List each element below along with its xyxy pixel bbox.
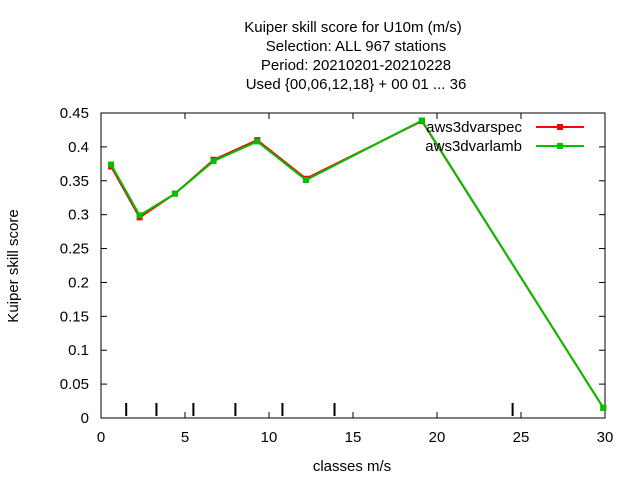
x-tick-label: 15 [345,429,362,446]
x-tick-label: 5 [181,429,189,446]
data-point [254,138,261,145]
y-tick-label: 0.45 [60,105,89,122]
x-axis: 0 5 10 15 20 25 30 [97,113,614,446]
y-tick-label: 0.25 [60,241,89,258]
x-tick-label: 30 [597,429,614,446]
plot-frame [100,112,606,419]
y-tick-label: 0.35 [60,173,89,190]
legend: aws3dvarspec aws3dvarlamb [425,119,584,155]
y-tick-label: 0 [81,410,89,427]
legend-swatch-marker [557,143,563,149]
data-point [136,212,143,219]
series-aws3dvarlamb [108,117,607,411]
series-line [110,119,605,409]
y-tick-label: 0.15 [60,308,89,325]
y-tick-label: 0.2 [68,274,89,291]
x-tick-label: 20 [429,429,446,446]
title-line-4: Used {00,06,12,18} + 00 01 ... 36 [246,76,467,93]
y-tick-label: 0.3 [68,207,89,224]
legend-label: aws3dvarspec [426,119,522,136]
y-tick-label: 0.4 [68,139,89,156]
y-axis: 0 0.05 0.1 0.15 0.2 0.25 0.3 0.35 0.4 0.45 [60,105,605,427]
legend-swatch-marker [557,124,563,130]
y-axis-label: Kuiper skill score [5,209,22,322]
series-aws3dvarspec [108,118,607,411]
x-tick-label: 0 [97,429,105,446]
series-line [110,119,605,409]
data-point [600,404,607,411]
title-line-3: Period: 20210201-20210228 [261,57,451,74]
x-tick-label: 25 [513,429,530,446]
data-point [210,158,217,165]
class-marks [125,403,514,416]
legend-label: aws3dvarlamb [425,138,522,155]
chart-title: Kuiper skill score for U10m (m/s) Select… [244,19,466,93]
data-point [108,161,115,168]
series-layer [108,117,607,411]
x-axis-label: classes m/s [313,458,391,475]
title-line-2: Selection: ALL 967 stations [266,38,446,55]
y-tick-label: 0.1 [68,342,89,359]
data-point [171,190,178,197]
y-tick-label: 0.05 [60,376,89,393]
title-line-1: Kuiper skill score for U10m (m/s) [244,19,462,36]
data-point [302,177,309,184]
data-point [418,117,425,124]
x-tick-label: 10 [261,429,278,446]
